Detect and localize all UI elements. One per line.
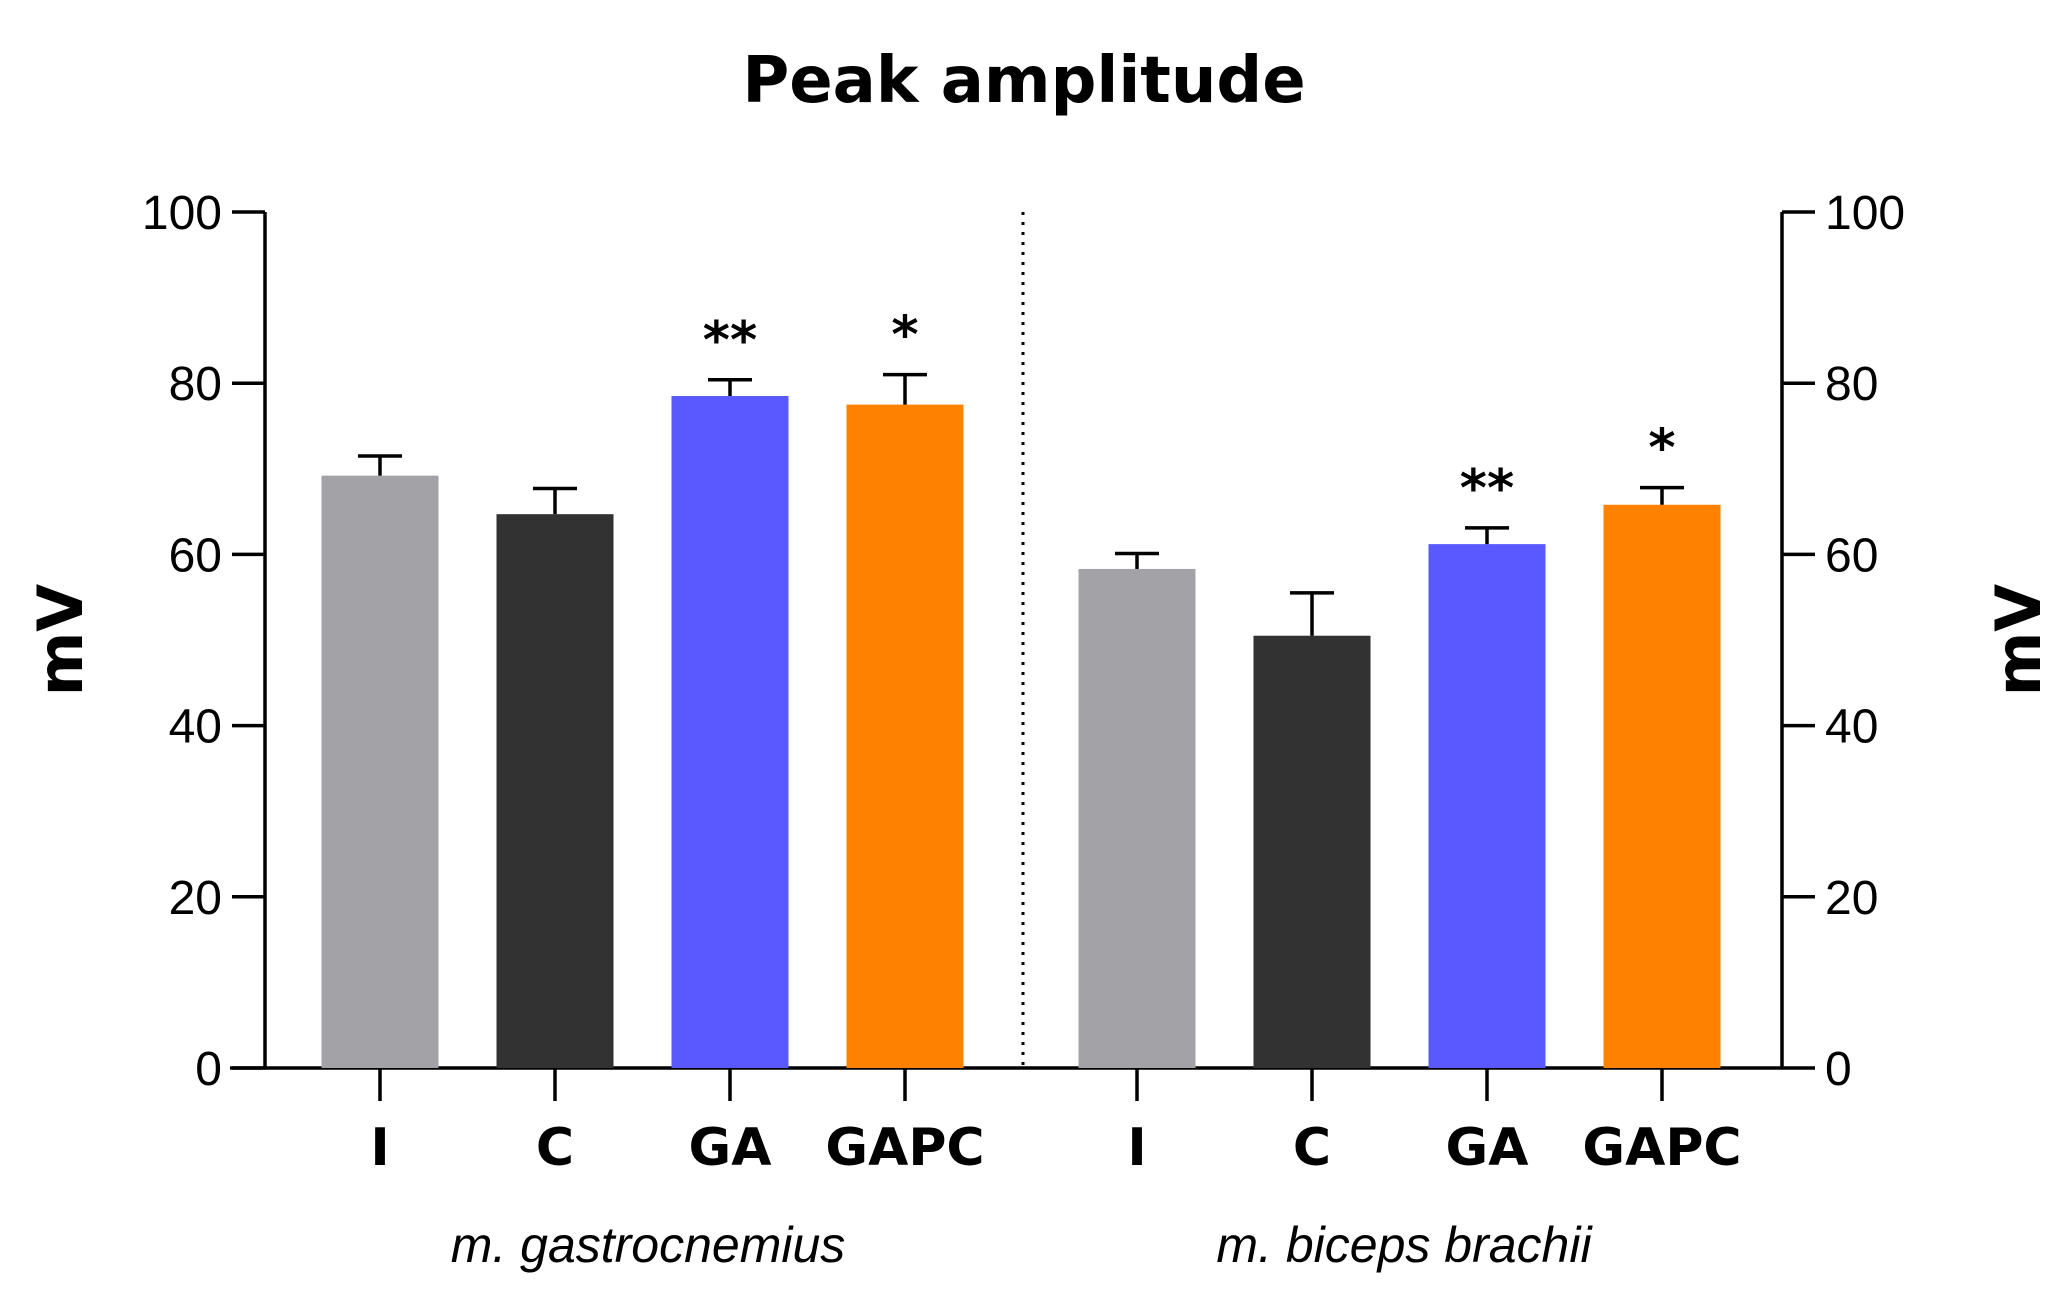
bar-m-biceps-brachii-c	[1253, 635, 1371, 1068]
xtick-label: GA	[689, 1118, 772, 1178]
left-ytick-label: 20	[169, 872, 222, 925]
significance-label: *	[891, 306, 918, 366]
xtick-label: GAPC	[1582, 1118, 1741, 1178]
right-ytick-label: 40	[1825, 701, 1878, 754]
right-ytick-label: 20	[1825, 872, 1878, 925]
right-ytick-label: 100	[1825, 187, 1905, 240]
xtick-label: I	[370, 1118, 389, 1178]
bar-m-gastrocnemius-gapc	[846, 404, 964, 1069]
significance-label: **	[703, 311, 757, 371]
bar-m-gastrocnemius-ga	[671, 396, 789, 1068]
xtick-label: C	[1293, 1118, 1331, 1178]
right-ytick-label: 0	[1825, 1043, 1852, 1096]
right-ytick-label: 80	[1825, 358, 1878, 411]
y-axis-label-right: mV	[1982, 584, 2055, 697]
left-ytick-label: 80	[169, 358, 222, 411]
chart-title: Peak amplitude	[742, 44, 1305, 118]
left-ytick-label: 100	[142, 187, 222, 240]
group-label-gastrocnemius: m. gastrocnemius	[451, 1217, 846, 1273]
bar-m-biceps-brachii-ga	[1428, 544, 1546, 1068]
bars: ** ****	[321, 306, 1721, 1069]
xtick-label: GAPC	[825, 1118, 984, 1178]
right-ytick-label: 60	[1825, 529, 1878, 582]
left-ytick-label: 40	[169, 701, 222, 754]
xtick-label: C	[536, 1118, 574, 1178]
bar-m-gastrocnemius-i	[321, 475, 439, 1068]
xtick-label: I	[1127, 1118, 1146, 1178]
y-axis-label-left: mV	[24, 584, 97, 697]
bar-m-biceps-brachii-i	[1078, 568, 1196, 1068]
bar-m-biceps-brachii-gapc	[1603, 504, 1721, 1068]
left-ytick-label: 0	[195, 1043, 222, 1096]
xtick-label: GA	[1446, 1118, 1529, 1178]
significance-label: *	[1648, 419, 1675, 479]
bar-m-gastrocnemius-c	[496, 514, 614, 1068]
x-ticks: I C GA GAPC I C GA GAPC	[370, 1068, 1742, 1178]
significance-label: **	[1460, 459, 1514, 519]
right-y-ticks: 0 20 40 60 80 100	[1782, 187, 1905, 1096]
left-y-ticks: 0 20 40 60 80 100	[142, 187, 265, 1096]
left-ytick-label: 60	[169, 529, 222, 582]
group-label-biceps: m. biceps brachii	[1216, 1217, 1593, 1273]
